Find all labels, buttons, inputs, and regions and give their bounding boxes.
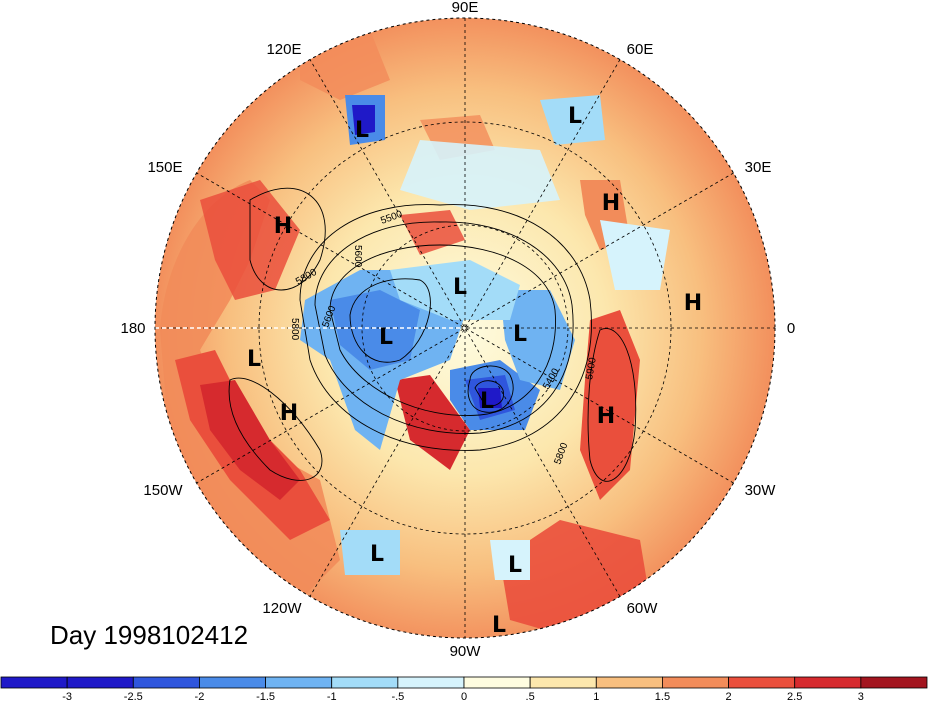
lon-label: 90W [450, 643, 482, 660]
lon-label: 60E [627, 41, 654, 58]
low-center: L [453, 275, 467, 300]
lon-label: 120E [266, 41, 301, 58]
colorbar-tick-label: .5 [526, 691, 535, 702]
colorbar-tick-label: 3 [858, 691, 864, 702]
day-title: Day 1998102412 [50, 620, 249, 650]
colorbar-tick-label: 0 [461, 691, 467, 702]
colorbar-swatch [860, 676, 928, 689]
high-center: H [280, 401, 298, 426]
graticule [155, 18, 775, 638]
low-center: L [480, 389, 494, 414]
colorbar-swatch [662, 676, 729, 689]
low-center: L [379, 325, 393, 350]
lon-label: 90E [452, 0, 479, 16]
colorbar-swatch [595, 676, 663, 689]
lon-label: 120W [262, 600, 302, 617]
colorbar-swatch [331, 676, 399, 689]
colorbar-tick-label: -1.5 [256, 691, 275, 702]
lon-label: 60W [627, 600, 659, 617]
lon-label: 150E [147, 159, 182, 176]
low-center: L [370, 542, 384, 567]
low-center: L [508, 553, 522, 578]
lon-label: 30W [745, 482, 777, 499]
high-center: H [602, 191, 620, 216]
colorbar-swatch [397, 676, 465, 689]
colorbar-tick-label: 2.5 [787, 691, 802, 702]
colorbar-tick-label: -1 [327, 691, 337, 702]
high-center: H [597, 404, 615, 429]
colorbar-swatch [728, 676, 796, 689]
colorbar-swatch [794, 676, 862, 689]
colorbar-tick-label: -2 [195, 691, 205, 702]
colorbar-ticks: -3 -2.5 -2 -1.5 -1 -.5 0 .5 1 1.5 2 2.5 3 [62, 691, 864, 702]
lon-label: 180 [120, 320, 145, 337]
low-center: L [355, 118, 369, 143]
colorbar-tick-label: -2.5 [124, 691, 143, 702]
pressure-centers: L L L L L L L L L L H H H H H [247, 104, 702, 638]
colorbar-swatch [0, 676, 68, 689]
longitude-labels: 90E 60E 30E 0 30W 60W 90W 120W 150W 180 … [120, 0, 795, 660]
colorbar-swatch [529, 676, 597, 689]
colorbar-swatch [132, 676, 200, 689]
colorbar-swatch [265, 676, 333, 689]
colorbar-tick-label: 2 [726, 691, 732, 702]
low-center: L [247, 347, 261, 372]
lon-label: 0 [787, 320, 795, 337]
high-center: H [684, 291, 702, 316]
contour-label: 5900 [584, 356, 599, 380]
colorbar-swatch [463, 676, 531, 689]
contour-label: 5800 [289, 318, 300, 341]
low-center: L [513, 322, 527, 347]
lon-label: 150W [143, 482, 183, 499]
high-center: H [274, 214, 292, 239]
lon-label: 30E [745, 159, 772, 176]
colorbar-swatches [0, 676, 928, 689]
low-center: L [492, 613, 506, 638]
colorbar-swatch [199, 676, 266, 689]
contour-label: 5600 [352, 245, 363, 268]
colorbar-tick-label: 1.5 [655, 691, 670, 702]
colorbar-tick-label: -.5 [391, 691, 404, 702]
colorbar-tick-label: -3 [62, 691, 72, 702]
map-boundary [154, 17, 776, 639]
low-center: L [568, 104, 582, 129]
colorbar-tick-label: 1 [593, 691, 599, 702]
colorbar: -3 -2.5 -2 -1.5 -1 -.5 0 .5 1 1.5 2 2.5 3 [0, 676, 928, 702]
colorbar-swatch [66, 676, 134, 689]
